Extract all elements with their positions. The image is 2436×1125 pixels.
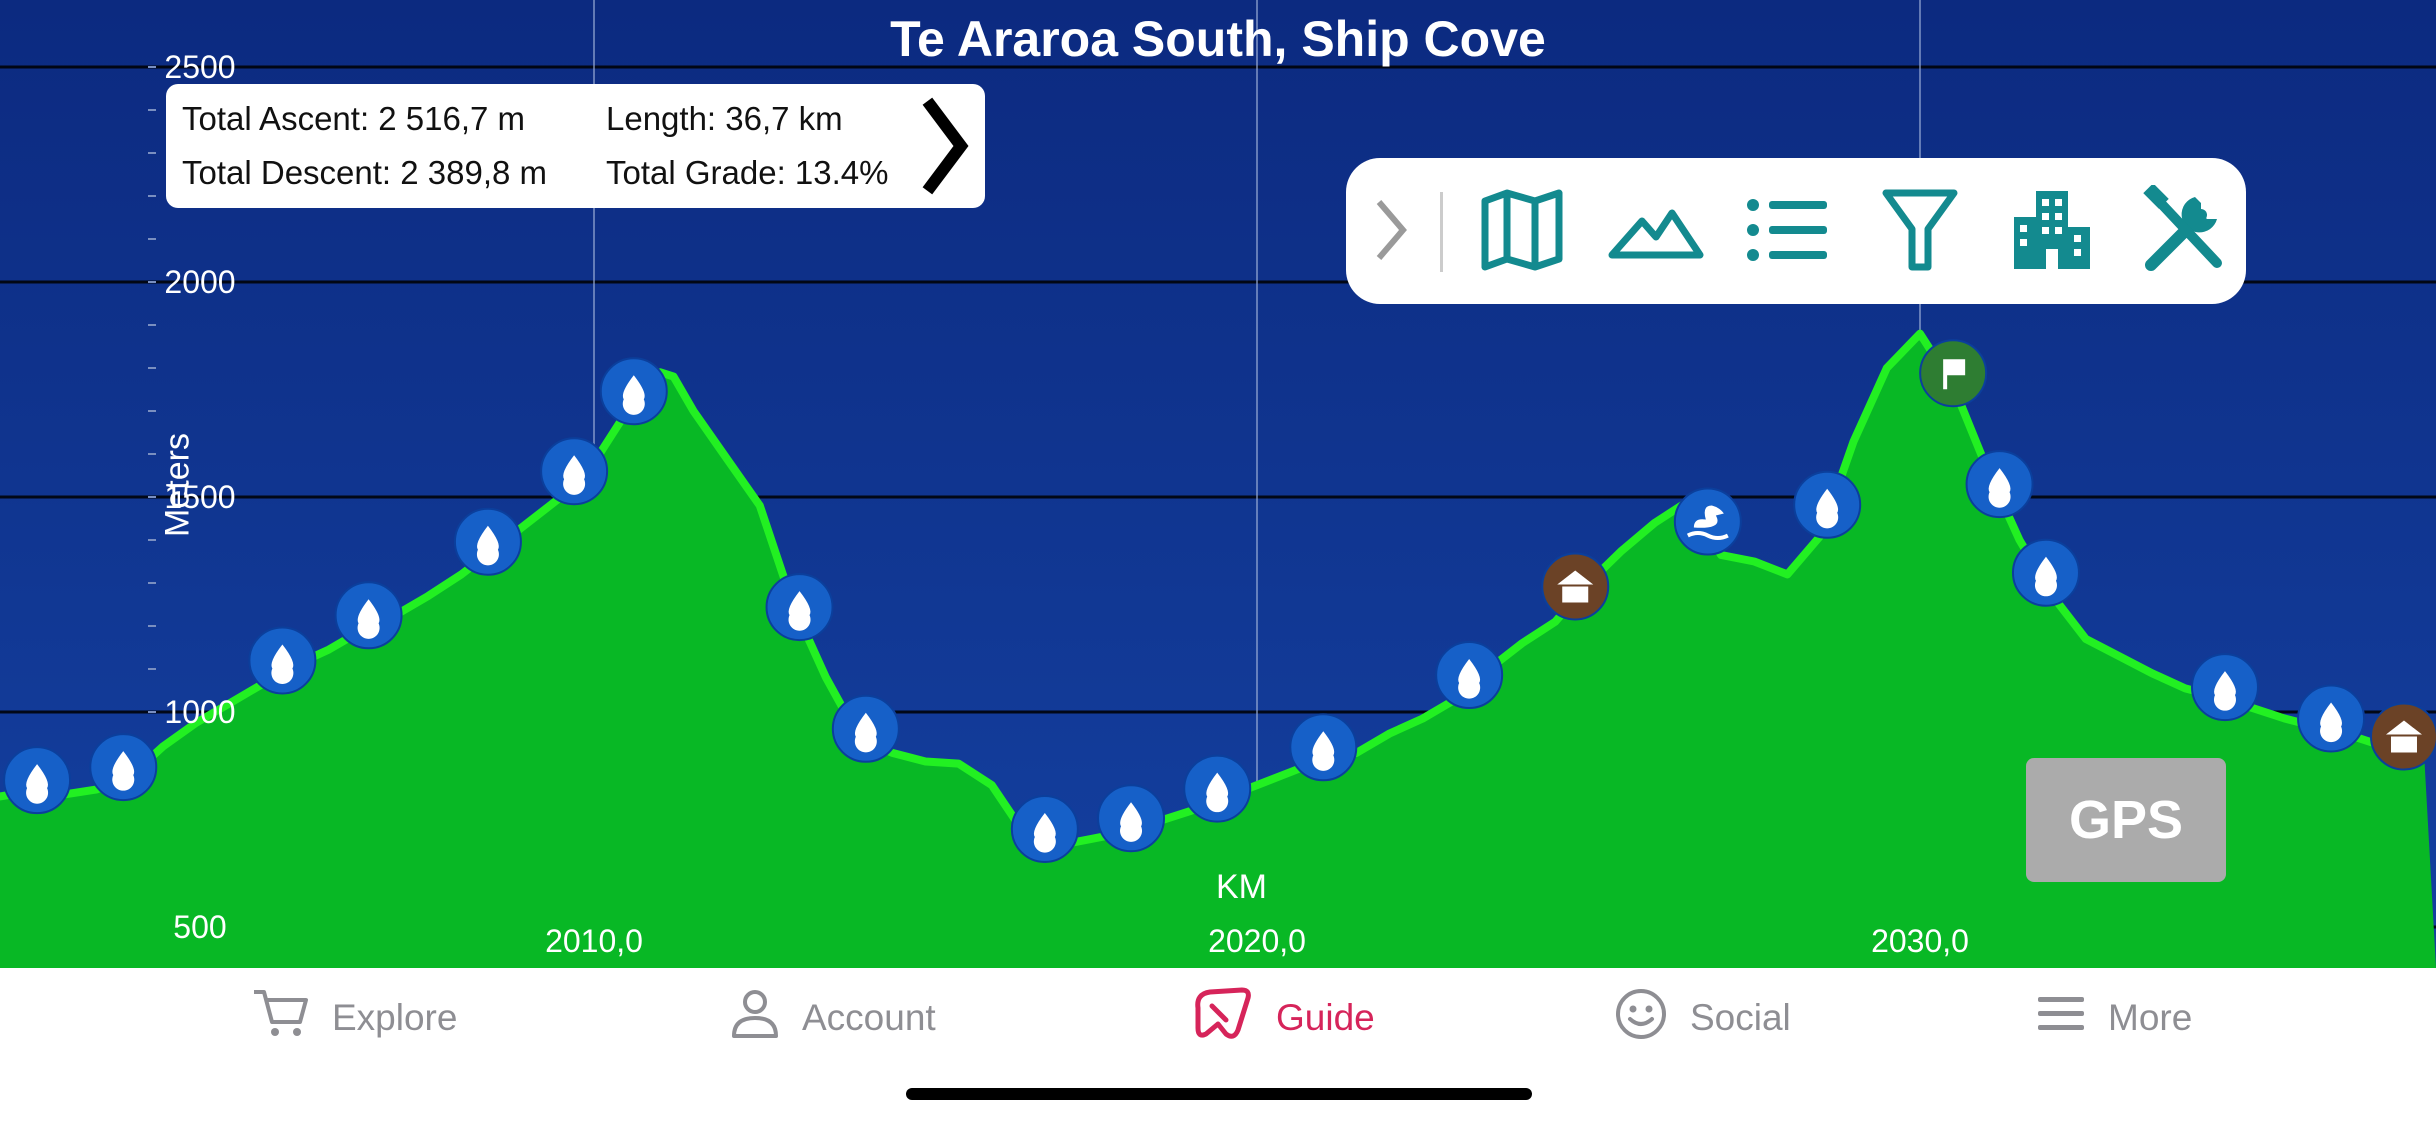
hut-marker — [1541, 552, 1610, 621]
water-marker — [3, 746, 72, 815]
cart-icon — [252, 988, 310, 1049]
total-ascent: Total Ascent: 2 516,7 m — [182, 100, 526, 137]
hut-marker — [2369, 702, 2436, 771]
y-tick-label: 1500 — [164, 479, 235, 515]
water-marker — [1289, 713, 1358, 782]
water-marker — [540, 437, 609, 506]
building-icon — [2010, 187, 2094, 278]
water-marker — [599, 357, 668, 426]
list-icon — [1745, 195, 1831, 270]
y-tick-label: 2000 — [164, 264, 235, 300]
water-marker — [1010, 795, 1079, 863]
y-tick-label: 1000 — [164, 694, 235, 730]
tab-label: Social — [1690, 997, 1791, 1038]
tab-label: Guide — [1276, 997, 1375, 1038]
water-marker — [2011, 538, 2080, 607]
chevron-right-icon[interactable] — [909, 94, 979, 198]
person-icon — [730, 988, 780, 1049]
water-marker — [453, 507, 522, 576]
x-axis-label: KM — [1216, 868, 1267, 906]
chart-toolbar — [1346, 158, 2246, 304]
length: Length: 36,7 km — [606, 100, 843, 137]
water-marker — [248, 626, 317, 695]
stats-panel[interactable]: Total Ascent: 2 516,7 m Length: 36,7 km … — [166, 84, 985, 208]
elevation-area — [0, 333, 2436, 968]
map-icon — [1479, 187, 1565, 278]
smiley-icon — [1614, 987, 1668, 1050]
water-marker — [1435, 641, 1504, 710]
tab-more[interactable]: More — [2036, 988, 2192, 1048]
y-tick-label: 500 — [173, 909, 226, 945]
tab-label: Explore — [332, 997, 458, 1038]
x-tick-label: 2020,0 — [1208, 923, 1306, 959]
chevron-right-icon — [1365, 190, 1415, 275]
elevation-button[interactable] — [1604, 180, 1708, 284]
water-marker — [1965, 450, 2034, 519]
total-grade: Total Grade: 13.4% — [606, 154, 889, 191]
y-tick-label: 2500 — [164, 49, 235, 85]
tab-label: More — [2108, 997, 2193, 1038]
total-descent: Total Descent: 2 389,8 m — [182, 154, 548, 191]
tab-guide[interactable]: Guide — [1192, 986, 1375, 1051]
water-marker — [2297, 684, 2366, 753]
duck-marker — [1673, 487, 1742, 556]
tab-account[interactable]: Account — [730, 988, 936, 1048]
chart-title: Te Araroa South, Ship Cove — [890, 11, 1546, 67]
water-marker — [334, 581, 403, 650]
water-marker — [89, 733, 158, 802]
list-button[interactable] — [1736, 180, 1840, 284]
water-marker — [831, 694, 900, 763]
collapse-toolbar-button[interactable] — [1350, 180, 1430, 284]
map-button[interactable] — [1470, 180, 1574, 284]
gps-button[interactable]: GPS — [2026, 758, 2226, 882]
mountain-icon — [1608, 195, 1704, 270]
guide-arrow-icon — [1192, 986, 1254, 1051]
tools-button[interactable] — [2132, 180, 2236, 284]
filter-icon — [1882, 187, 1958, 278]
flag-marker — [1919, 339, 1988, 408]
water-marker — [2190, 653, 2259, 722]
tab-explore[interactable]: Explore — [252, 988, 457, 1048]
water-marker — [1183, 754, 1252, 823]
water-marker — [765, 573, 834, 642]
x-tick-label: 2030,0 — [1871, 923, 1969, 959]
y-axis-label: Meters — [158, 433, 197, 537]
menu-icon — [2036, 994, 2086, 1043]
home-indicator[interactable] — [906, 1088, 1532, 1100]
tools-icon — [2139, 182, 2229, 280]
water-marker — [1793, 470, 1862, 539]
buildings-button[interactable] — [2000, 180, 2104, 284]
toolbar-divider — [1440, 192, 1443, 272]
filter-button[interactable] — [1868, 180, 1972, 284]
tab-social[interactable]: Social — [1614, 988, 1791, 1048]
tab-label: Account — [802, 997, 936, 1038]
water-marker — [1097, 784, 1166, 853]
x-tick-label: 2010,0 — [545, 923, 643, 959]
tab-bar: Explore Account Guide Social More — [0, 968, 2436, 1125]
